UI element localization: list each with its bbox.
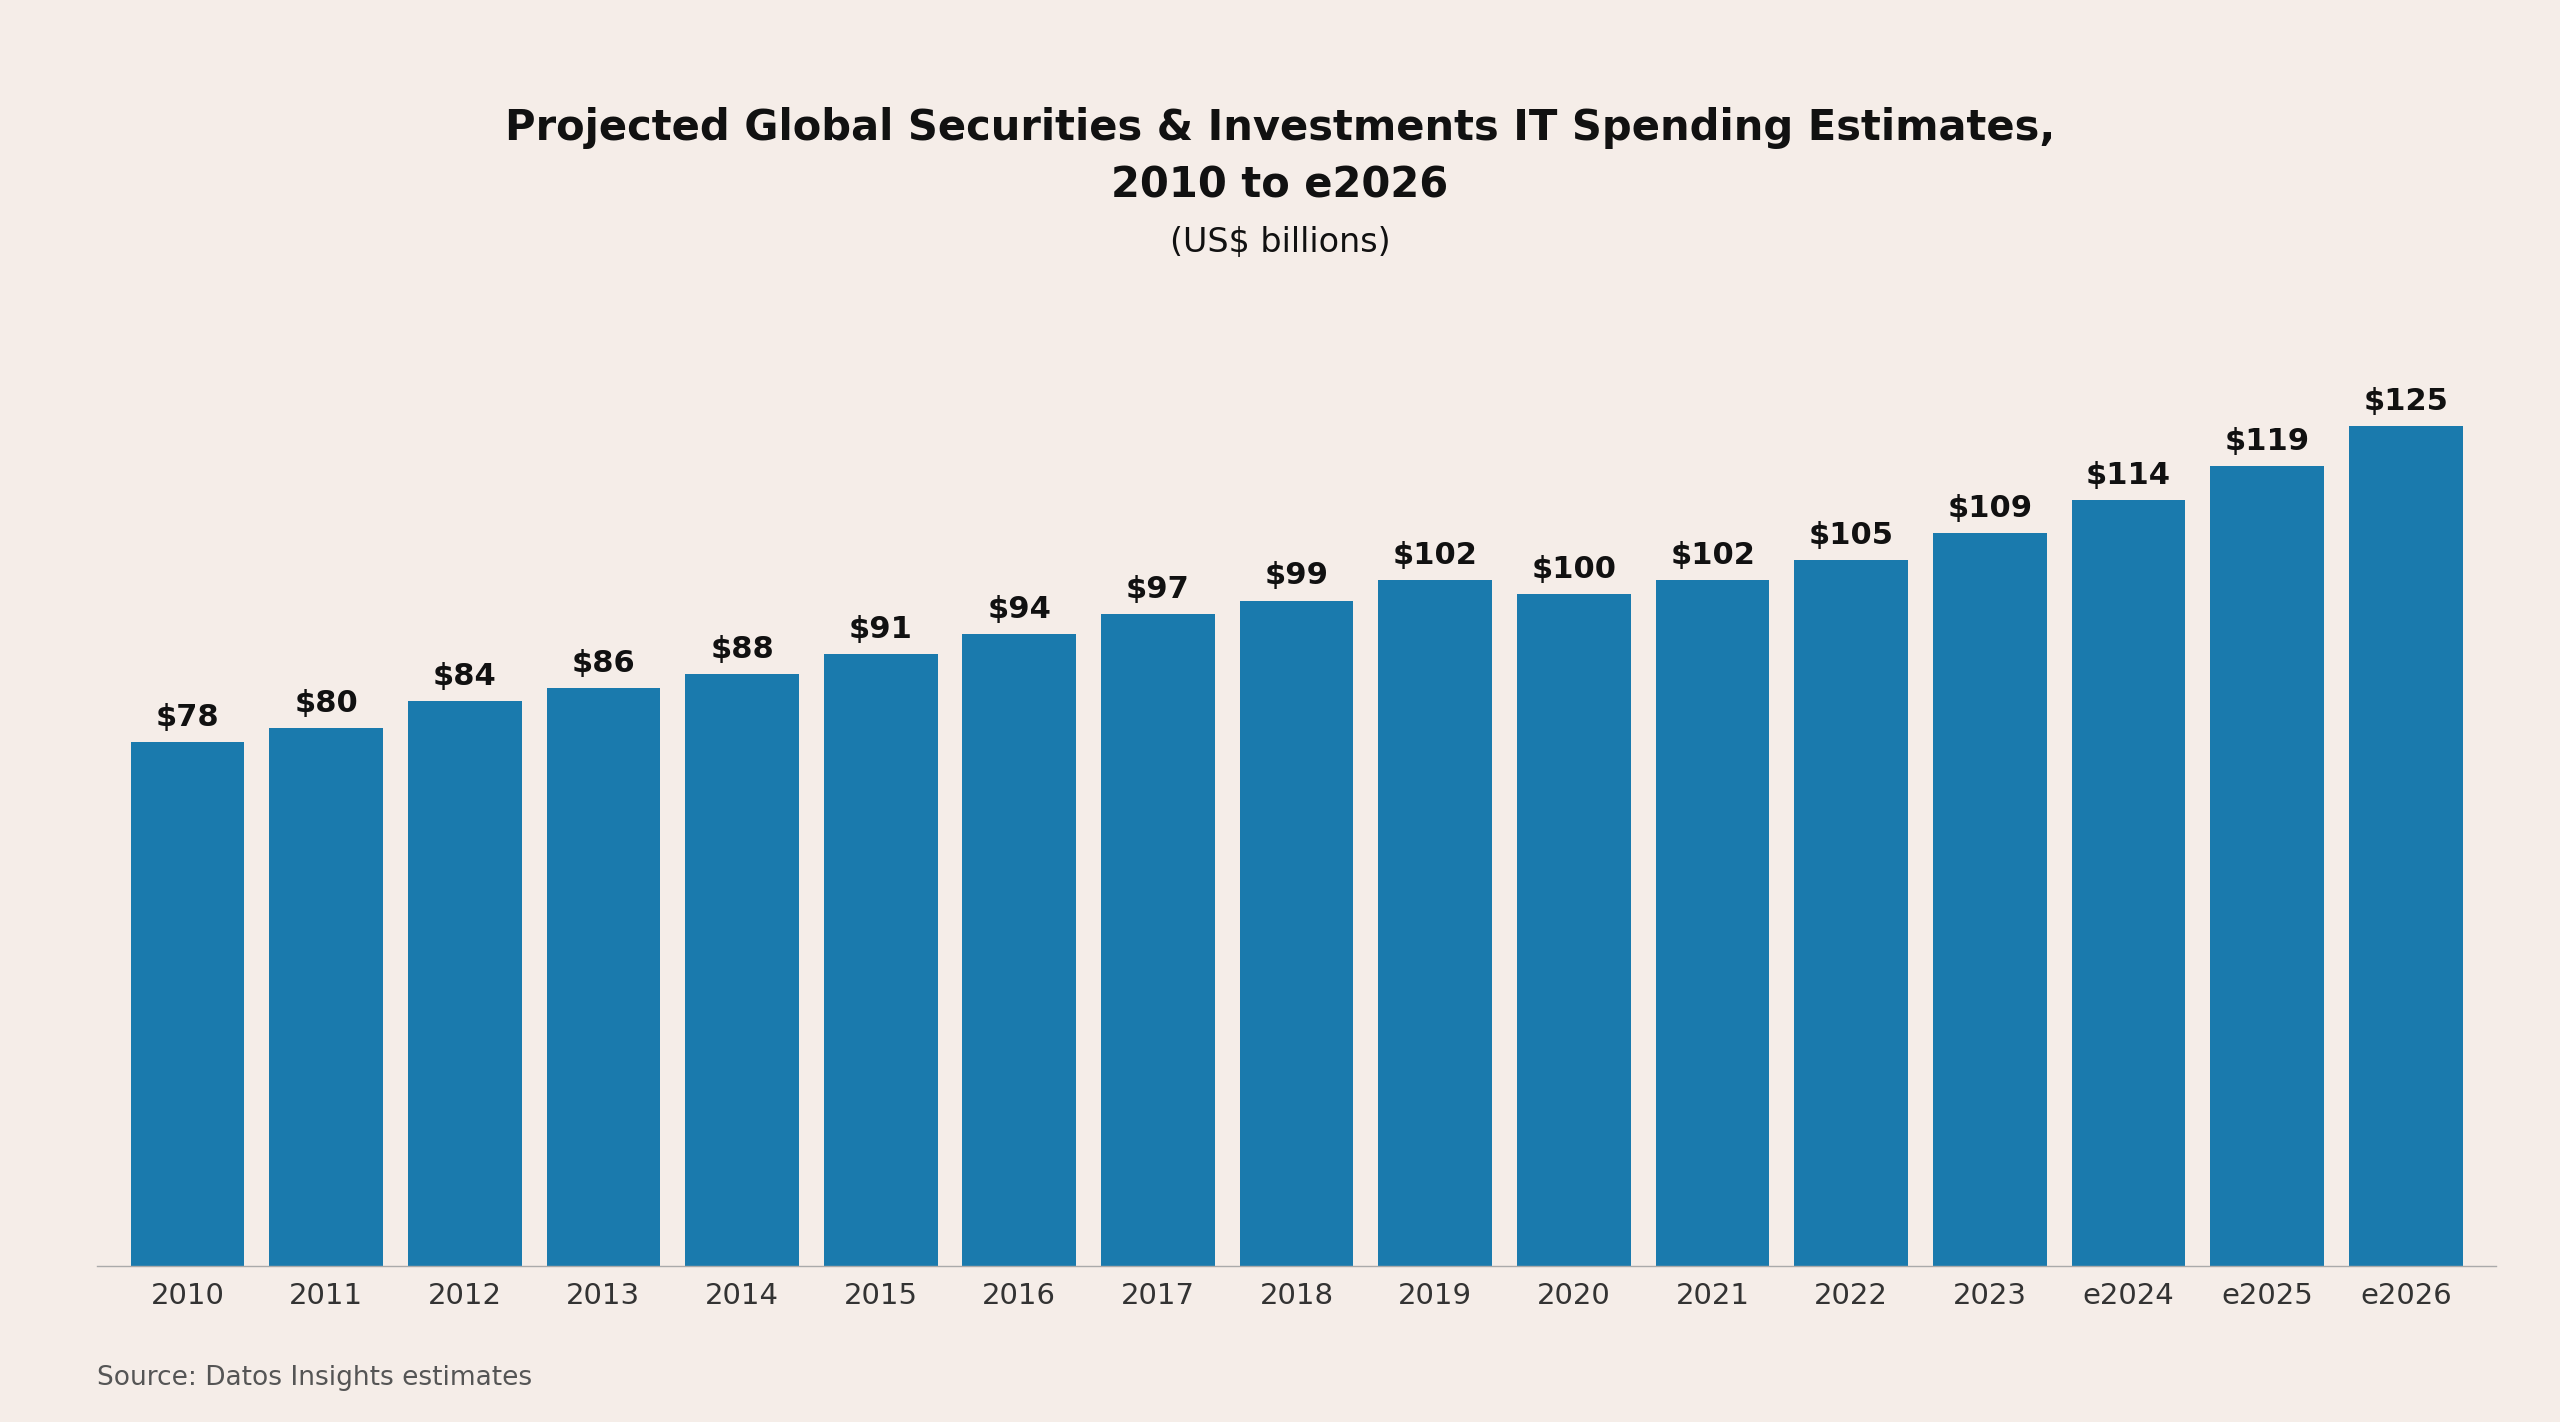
Bar — [686, 674, 799, 1266]
Bar — [1656, 580, 1769, 1266]
Bar — [407, 701, 522, 1266]
Text: $86: $86 — [571, 648, 635, 678]
Text: $109: $109 — [1948, 495, 2033, 523]
Bar — [963, 634, 1075, 1266]
Text: $88: $88 — [709, 636, 773, 664]
Bar — [545, 688, 660, 1266]
Bar — [2071, 499, 2186, 1266]
Text: $91: $91 — [850, 616, 911, 644]
Bar — [2350, 425, 2463, 1266]
Text: Source: Datos Insights estimates: Source: Datos Insights estimates — [97, 1365, 532, 1391]
Text: $97: $97 — [1126, 574, 1190, 604]
Bar — [1518, 594, 1631, 1266]
Bar — [1239, 600, 1354, 1266]
Bar — [2209, 466, 2324, 1266]
Text: $114: $114 — [2086, 461, 2171, 489]
Bar — [131, 742, 243, 1266]
Text: 2010 to e2026: 2010 to e2026 — [1111, 164, 1449, 206]
Text: $78: $78 — [156, 702, 220, 731]
Bar — [824, 654, 937, 1266]
Text: $105: $105 — [1810, 520, 1894, 550]
Text: $102: $102 — [1669, 542, 1756, 570]
Text: $100: $100 — [1531, 555, 1615, 583]
Text: (US$ billions): (US$ billions) — [1170, 226, 1390, 259]
Text: $84: $84 — [433, 663, 497, 691]
Bar — [1933, 533, 2048, 1266]
Bar — [1101, 614, 1216, 1266]
Bar — [1377, 580, 1492, 1266]
Bar — [1795, 560, 1907, 1266]
Text: $102: $102 — [1393, 542, 1477, 570]
Text: $99: $99 — [1265, 562, 1329, 590]
Text: $119: $119 — [2225, 427, 2309, 456]
Text: $125: $125 — [2363, 387, 2447, 415]
Text: Projected Global Securities & Investments IT Spending Estimates,: Projected Global Securities & Investment… — [504, 107, 2056, 149]
Text: $94: $94 — [988, 594, 1052, 624]
Bar — [269, 728, 384, 1266]
Text: $80: $80 — [294, 690, 358, 718]
